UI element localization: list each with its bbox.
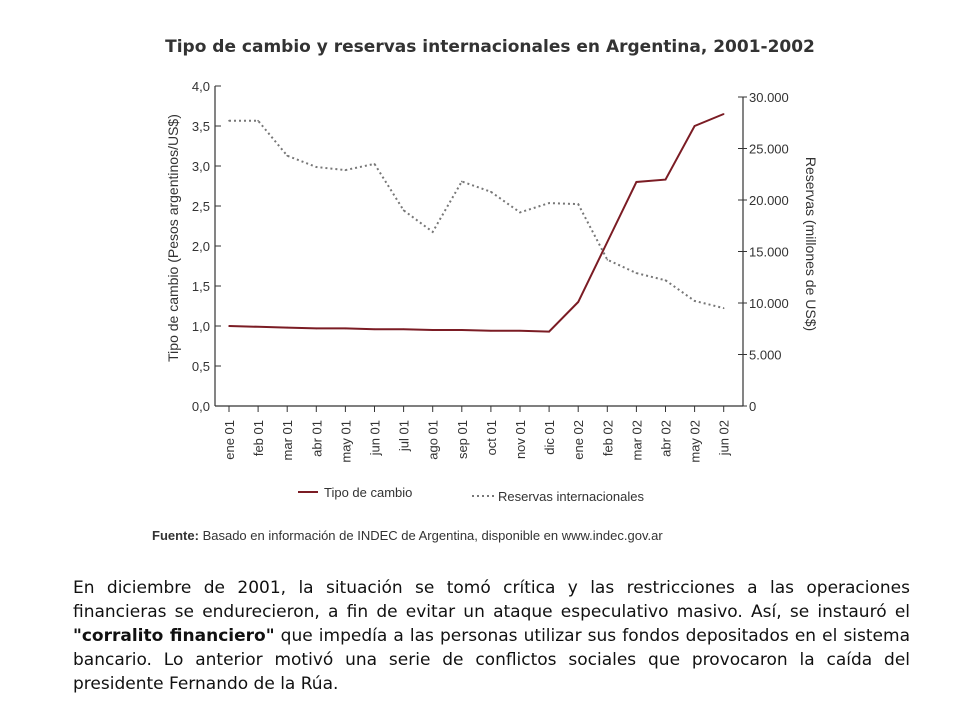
legend: Tipo de cambio Reservas internacionales: [298, 485, 644, 504]
point-tipo-de-cambio: [664, 178, 667, 181]
x-tick-label: jun 01: [368, 420, 383, 456]
right-axis-label: Reservas (millones de US$): [803, 157, 819, 331]
x-tick-label: abr 01: [309, 420, 324, 457]
x-tick-label: mar 01: [280, 420, 295, 460]
point-tipo-de-cambio: [635, 181, 638, 183]
point-reservas: [286, 154, 289, 157]
left-tick-label: 4,0: [192, 79, 210, 94]
x-tick-label: nov 01: [513, 420, 528, 459]
x-tick-label: mar 02: [629, 420, 644, 460]
left-tick-label: 2,0: [192, 239, 210, 254]
point-reservas: [577, 203, 579, 205]
x-tick-label: ene 02: [571, 420, 586, 460]
point-reservas: [635, 272, 638, 274]
point-reservas: [344, 169, 347, 171]
point-tipo-de-cambio: [490, 330, 492, 332]
paragraph-part2: que impedía a las personas utilizar sus …: [73, 626, 910, 694]
right-tick-label: 5.000: [749, 348, 782, 363]
point-tipo-de-cambio: [431, 329, 434, 331]
point-reservas: [228, 119, 230, 122]
x-tick-label: ago 01: [426, 420, 441, 460]
point-reservas: [257, 119, 259, 122]
right-tick-label: 20.000: [749, 193, 789, 208]
series-line-tipo-de-cambio: [228, 113, 725, 333]
point-reservas: [519, 211, 521, 214]
series-layer: [228, 113, 725, 333]
source-label: Fuente:: [152, 528, 199, 543]
source-note: Fuente: Basado en información de INDEC d…: [152, 528, 663, 543]
series-line-reservas: [229, 119, 724, 310]
x-tick-label: may 02: [688, 420, 703, 463]
point-reservas: [693, 300, 696, 302]
point-reservas: [606, 258, 609, 261]
point-reservas: [461, 180, 463, 183]
source-text: Basado en información de INDEC de Argent…: [199, 528, 663, 543]
left-tick-label: 3,5: [192, 119, 210, 134]
point-reservas: [402, 209, 405, 212]
x-tick-label: jun 02: [717, 420, 732, 456]
left-axis: 0,0 0,5 1,0 1,5 2,0 2,5 3,0 3,5 4,0: [192, 79, 221, 414]
point-tipo-de-cambio: [257, 326, 259, 328]
point-tipo-de-cambio: [228, 325, 230, 327]
left-tick-label: 3,0: [192, 159, 210, 174]
left-tick-label: 0,5: [192, 359, 210, 374]
point-tipo-de-cambio: [722, 113, 725, 115]
point-reservas: [722, 307, 725, 309]
point-tipo-de-cambio: [373, 328, 376, 331]
right-tick-label: 0: [749, 399, 756, 414]
point-reservas: [373, 163, 376, 165]
x-tick-label: feb 01: [251, 420, 266, 456]
left-tick-label: 1,0: [192, 319, 210, 334]
point-tipo-de-cambio: [577, 301, 579, 303]
point-tipo-de-cambio: [315, 327, 318, 330]
point-tipo-de-cambio: [693, 125, 696, 127]
right-tick-label: 30.000: [749, 90, 789, 105]
chart-title: Tipo de cambio y reservas internacionale…: [165, 37, 815, 57]
x-tick-label: oct 01: [484, 420, 499, 455]
paragraph-bold: "corralito financiero": [73, 626, 275, 646]
point-tipo-de-cambio: [402, 328, 405, 331]
point-tipo-de-cambio: [548, 330, 550, 333]
legend-label-reservas: Reservas internacionales: [498, 489, 644, 504]
chart: Tipo de cambio y reservas internacionale…: [152, 37, 819, 543]
point-reservas: [431, 231, 434, 233]
right-axis: 0 5.000 10.000 15.000 20.000 25.000 30.000: [738, 90, 789, 414]
left-tick-label: 1,5: [192, 279, 210, 294]
x-tick-label: sep 01: [455, 420, 470, 459]
point-reservas: [315, 166, 318, 168]
left-axis-label: Tipo de cambio (Pesos argentinos/US$): [165, 114, 181, 362]
x-tick-label: abr 02: [659, 420, 674, 457]
point-tipo-de-cambio: [286, 326, 289, 329]
point-reservas: [548, 202, 550, 204]
point-reservas: [490, 190, 492, 193]
x-axis: ene 01 feb 01 mar 01 abr 01 may 01 jun 01 jul …: [215, 405, 743, 463]
point-tipo-de-cambio: [519, 330, 521, 332]
left-tick-label: 2,5: [192, 199, 210, 214]
paragraph-part1: En diciembre de 2001, la situación se to…: [73, 578, 910, 622]
x-tick-label: jul 01: [397, 420, 412, 452]
right-tick-label: 15.000: [749, 245, 789, 260]
x-tick-label: ene 01: [222, 420, 237, 460]
right-tick-label: 10.000: [749, 296, 789, 311]
point-tipo-de-cambio: [606, 241, 609, 243]
left-tick-label: 0,0: [192, 399, 210, 414]
body-paragraph: En diciembre de 2001, la situación se to…: [73, 576, 910, 696]
x-tick-label: feb 02: [600, 420, 615, 456]
x-tick-label: dic 01: [542, 420, 557, 455]
point-tipo-de-cambio: [461, 329, 463, 331]
right-tick-label: 25.000: [749, 142, 789, 157]
point-reservas: [664, 279, 667, 282]
x-tick-label: may 01: [338, 420, 353, 463]
point-tipo-de-cambio: [344, 327, 347, 330]
legend-label-tipo-de-cambio: Tipo de cambio: [324, 485, 412, 500]
